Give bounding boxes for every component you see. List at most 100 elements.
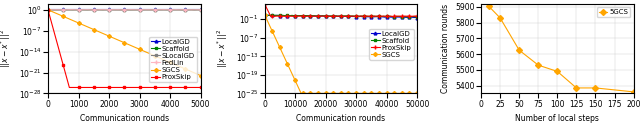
ProxSkip	[196, 87, 204, 88]
ProxSkip	[271, 15, 279, 17]
LocalGD	[194, 9, 202, 10]
LocalGD	[145, 9, 152, 10]
ProxSkip	[260, 3, 268, 5]
SGCS	[332, 93, 340, 94]
ProxSkip	[93, 87, 100, 88]
Scaffold	[81, 9, 88, 11]
LocalGD	[90, 9, 97, 10]
SGCS	[300, 93, 308, 94]
ProxSkip	[413, 15, 421, 17]
Scaffold	[96, 9, 104, 10]
SLocalGD	[77, 9, 85, 11]
5GCS	[497, 17, 504, 19]
ProxSkip	[331, 15, 339, 17]
Line: SLocalGD: SLocalGD	[47, 8, 202, 11]
5GCS	[485, 5, 493, 7]
Line: SGCS: SGCS	[47, 8, 202, 77]
Scaffold	[260, 14, 268, 16]
SLocalGD	[148, 9, 156, 11]
SGCS	[413, 93, 421, 94]
ProxSkip	[194, 87, 202, 88]
FedLin	[105, 9, 113, 10]
Scaffold	[196, 9, 204, 10]
Y-axis label: Communication rounds: Communication rounds	[441, 4, 450, 93]
ProxSkip	[44, 9, 52, 11]
FedLin	[196, 9, 204, 11]
Scaffold	[273, 15, 280, 16]
Scaffold	[93, 9, 100, 11]
Line: FedLin: FedLin	[46, 8, 203, 12]
LocalGD	[154, 9, 162, 10]
X-axis label: Number of local steps: Number of local steps	[515, 114, 599, 123]
Line: SGCS: SGCS	[263, 13, 419, 95]
LocalGD	[352, 16, 360, 17]
Line: LocalGD: LocalGD	[263, 14, 419, 19]
5GCS	[591, 87, 599, 89]
LocalGD	[375, 16, 383, 18]
Line: Scaffold: Scaffold	[47, 8, 202, 11]
Line: ProxSkip: ProxSkip	[262, 2, 419, 19]
FedLin	[160, 9, 168, 10]
SLocalGD	[44, 9, 52, 11]
FedLin	[151, 9, 159, 11]
ProxSkip	[367, 15, 375, 17]
Scaffold	[148, 9, 156, 10]
LocalGD	[44, 9, 52, 10]
LocalGD	[413, 17, 421, 18]
LocalGD	[196, 9, 204, 10]
5GCS	[515, 49, 523, 51]
Scaffold	[191, 9, 198, 11]
Y-axis label: $||x - x^*||^2$: $||x - x^*||^2$	[216, 29, 230, 68]
ProxSkip	[96, 87, 104, 88]
Legend: LocalGD, Scaffold, ProxSkip, SGCS: LocalGD, Scaffold, ProxSkip, SGCS	[369, 29, 413, 60]
SGCS	[44, 9, 52, 11]
5GCS	[534, 64, 542, 66]
SGCS	[194, 73, 202, 75]
SGCS	[154, 56, 162, 58]
SGCS	[77, 24, 85, 25]
Scaffold	[157, 9, 164, 10]
Scaffold	[47, 9, 55, 10]
SGCS	[298, 93, 305, 94]
SLocalGD	[194, 9, 202, 11]
LocalGD	[93, 9, 100, 10]
FedLin	[194, 9, 202, 11]
Line: Scaffold: Scaffold	[263, 14, 419, 18]
Scaffold	[194, 9, 202, 10]
SLocalGD	[93, 9, 100, 11]
ProxSkip	[81, 87, 88, 88]
Y-axis label: $||x - x^*||^2$: $||x - x^*||^2$	[0, 29, 13, 68]
LocalGD	[299, 15, 307, 17]
LocalGD	[271, 15, 279, 16]
Scaffold	[369, 15, 377, 17]
SGCS	[145, 52, 152, 54]
SGCS	[271, 37, 279, 38]
Scaffold	[412, 16, 419, 18]
FedLin	[93, 9, 100, 11]
LocalGD	[260, 14, 268, 16]
LocalGD	[367, 16, 375, 17]
FedLin	[148, 9, 156, 11]
ProxSkip	[148, 87, 156, 88]
ProxSkip	[65, 87, 73, 88]
LocalGD	[77, 9, 85, 10]
FedLin	[90, 9, 97, 11]
SLocalGD	[117, 9, 125, 11]
LocalGD	[331, 15, 339, 17]
5GCS	[554, 71, 561, 72]
SLocalGD	[196, 9, 204, 11]
Scaffold	[354, 15, 362, 17]
SGCS	[90, 29, 97, 30]
SLocalGD	[188, 9, 195, 11]
5GCS	[630, 91, 637, 93]
SLocalGD	[157, 9, 164, 11]
Legend: LocalGD, Scaffold, SLocalGD, FedLin, SGCS, ProxSkip: LocalGD, Scaffold, SLocalGD, FedLin, SGC…	[149, 37, 197, 82]
Legend: 5GCS: 5GCS	[596, 7, 630, 18]
Line: ProxSkip: ProxSkip	[47, 8, 202, 89]
Scaffold	[300, 15, 308, 16]
SGCS	[260, 14, 268, 15]
Scaffold	[332, 15, 340, 17]
ProxSkip	[157, 87, 164, 88]
SGCS	[369, 93, 377, 94]
ProxSkip	[352, 15, 360, 17]
